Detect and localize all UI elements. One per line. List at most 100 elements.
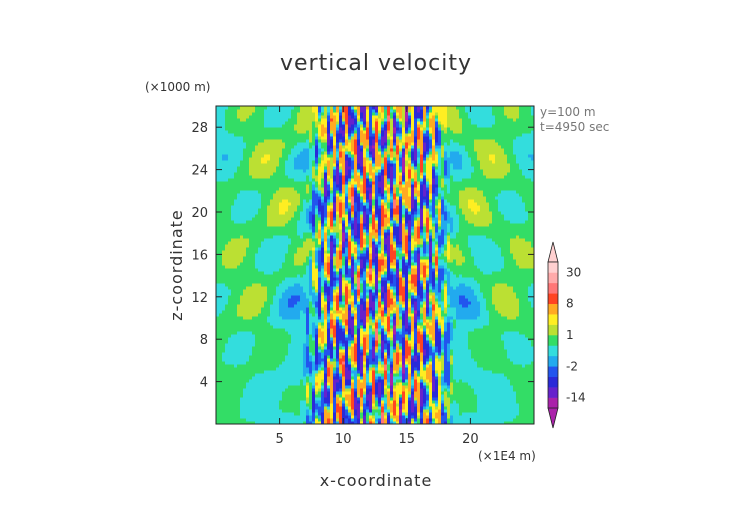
field-cell (408, 367, 412, 371)
field-cell (501, 355, 505, 359)
field-cell (402, 340, 406, 344)
field-cell (360, 403, 364, 407)
field-cell (396, 418, 400, 422)
field-cell (492, 355, 496, 359)
field-cell (492, 358, 496, 362)
field-cell (255, 343, 259, 347)
field-cell (261, 412, 265, 416)
field-cell (528, 391, 532, 395)
field-cell (399, 298, 403, 302)
field-cell (300, 319, 304, 323)
field-cell (342, 418, 346, 422)
field-cell (414, 358, 418, 362)
field-cell (261, 376, 265, 380)
field-cell (510, 409, 514, 413)
field-cell (405, 349, 409, 353)
field-cell (294, 349, 298, 353)
field-cell (261, 307, 265, 311)
field-cell (228, 328, 232, 332)
field-cell (216, 331, 220, 335)
field-cell (477, 334, 481, 338)
field-cell (525, 328, 529, 332)
field-cell (408, 391, 412, 395)
field-cell (465, 361, 469, 365)
field-cell (384, 301, 388, 305)
field-cell (234, 343, 238, 347)
field-cell (276, 403, 280, 407)
field-cell (417, 373, 421, 377)
field-cell (255, 298, 259, 302)
field-cell (291, 376, 295, 380)
field-cell (246, 307, 250, 311)
field-cell (243, 286, 247, 290)
field-cell (261, 388, 265, 392)
field-cell (351, 364, 355, 368)
field-cell (402, 382, 406, 386)
field-cell (333, 415, 337, 419)
field-cell (285, 304, 289, 308)
field-cell (357, 415, 361, 419)
field-cell (498, 385, 502, 389)
field-cell (273, 328, 277, 332)
field-cell (450, 340, 454, 344)
field-cell (318, 382, 322, 386)
field-cell (396, 400, 400, 404)
field-cell (495, 307, 499, 311)
field-cell (252, 346, 256, 350)
field-cell (333, 364, 337, 368)
field-cell (474, 367, 478, 371)
field-cell (273, 367, 277, 371)
field-cell (357, 289, 361, 293)
field-cell (240, 403, 244, 407)
field-cell (513, 331, 517, 335)
field-cell (465, 412, 469, 416)
field-cell (492, 298, 496, 302)
field-cell (312, 391, 316, 395)
field-cell (417, 391, 421, 395)
field-cell (405, 379, 409, 383)
field-cell (438, 301, 442, 305)
field-cell (270, 397, 274, 401)
field-cell (414, 418, 418, 422)
field-cell (297, 418, 301, 422)
field-cell (414, 382, 418, 386)
field-cell (222, 388, 226, 392)
field-cell (303, 418, 307, 422)
field-cell (405, 373, 409, 377)
field-cell (255, 313, 259, 317)
field-cell (231, 421, 235, 424)
field-cell (216, 313, 220, 317)
field-cell (399, 322, 403, 326)
field-cell (459, 346, 463, 350)
field-cell (357, 376, 361, 380)
field-cell (519, 382, 523, 386)
field-cell (402, 310, 406, 314)
field-cell (351, 415, 355, 419)
field-cell (423, 412, 427, 416)
field-cell (522, 304, 526, 308)
field-cell (375, 331, 379, 335)
field-cell (315, 415, 319, 419)
field-cell (330, 358, 334, 362)
field-cell (438, 304, 442, 308)
field-cell (258, 376, 262, 380)
field-cell (513, 409, 517, 413)
field-cell (528, 361, 532, 365)
field-cell (468, 385, 472, 389)
field-cell (528, 322, 532, 326)
field-cell (264, 304, 268, 308)
field-cell (330, 394, 334, 398)
field-cell (435, 409, 439, 413)
field-cell (519, 361, 523, 365)
field-cell (456, 352, 460, 356)
field-cell (300, 379, 304, 383)
field-cell (345, 322, 349, 326)
field-cell (450, 316, 454, 320)
field-cell (297, 319, 301, 323)
field-cell (390, 388, 394, 392)
field-cell (402, 379, 406, 383)
field-cell (489, 310, 493, 314)
field-cell (510, 394, 514, 398)
field-cell (462, 391, 466, 395)
field-cell (357, 313, 361, 317)
